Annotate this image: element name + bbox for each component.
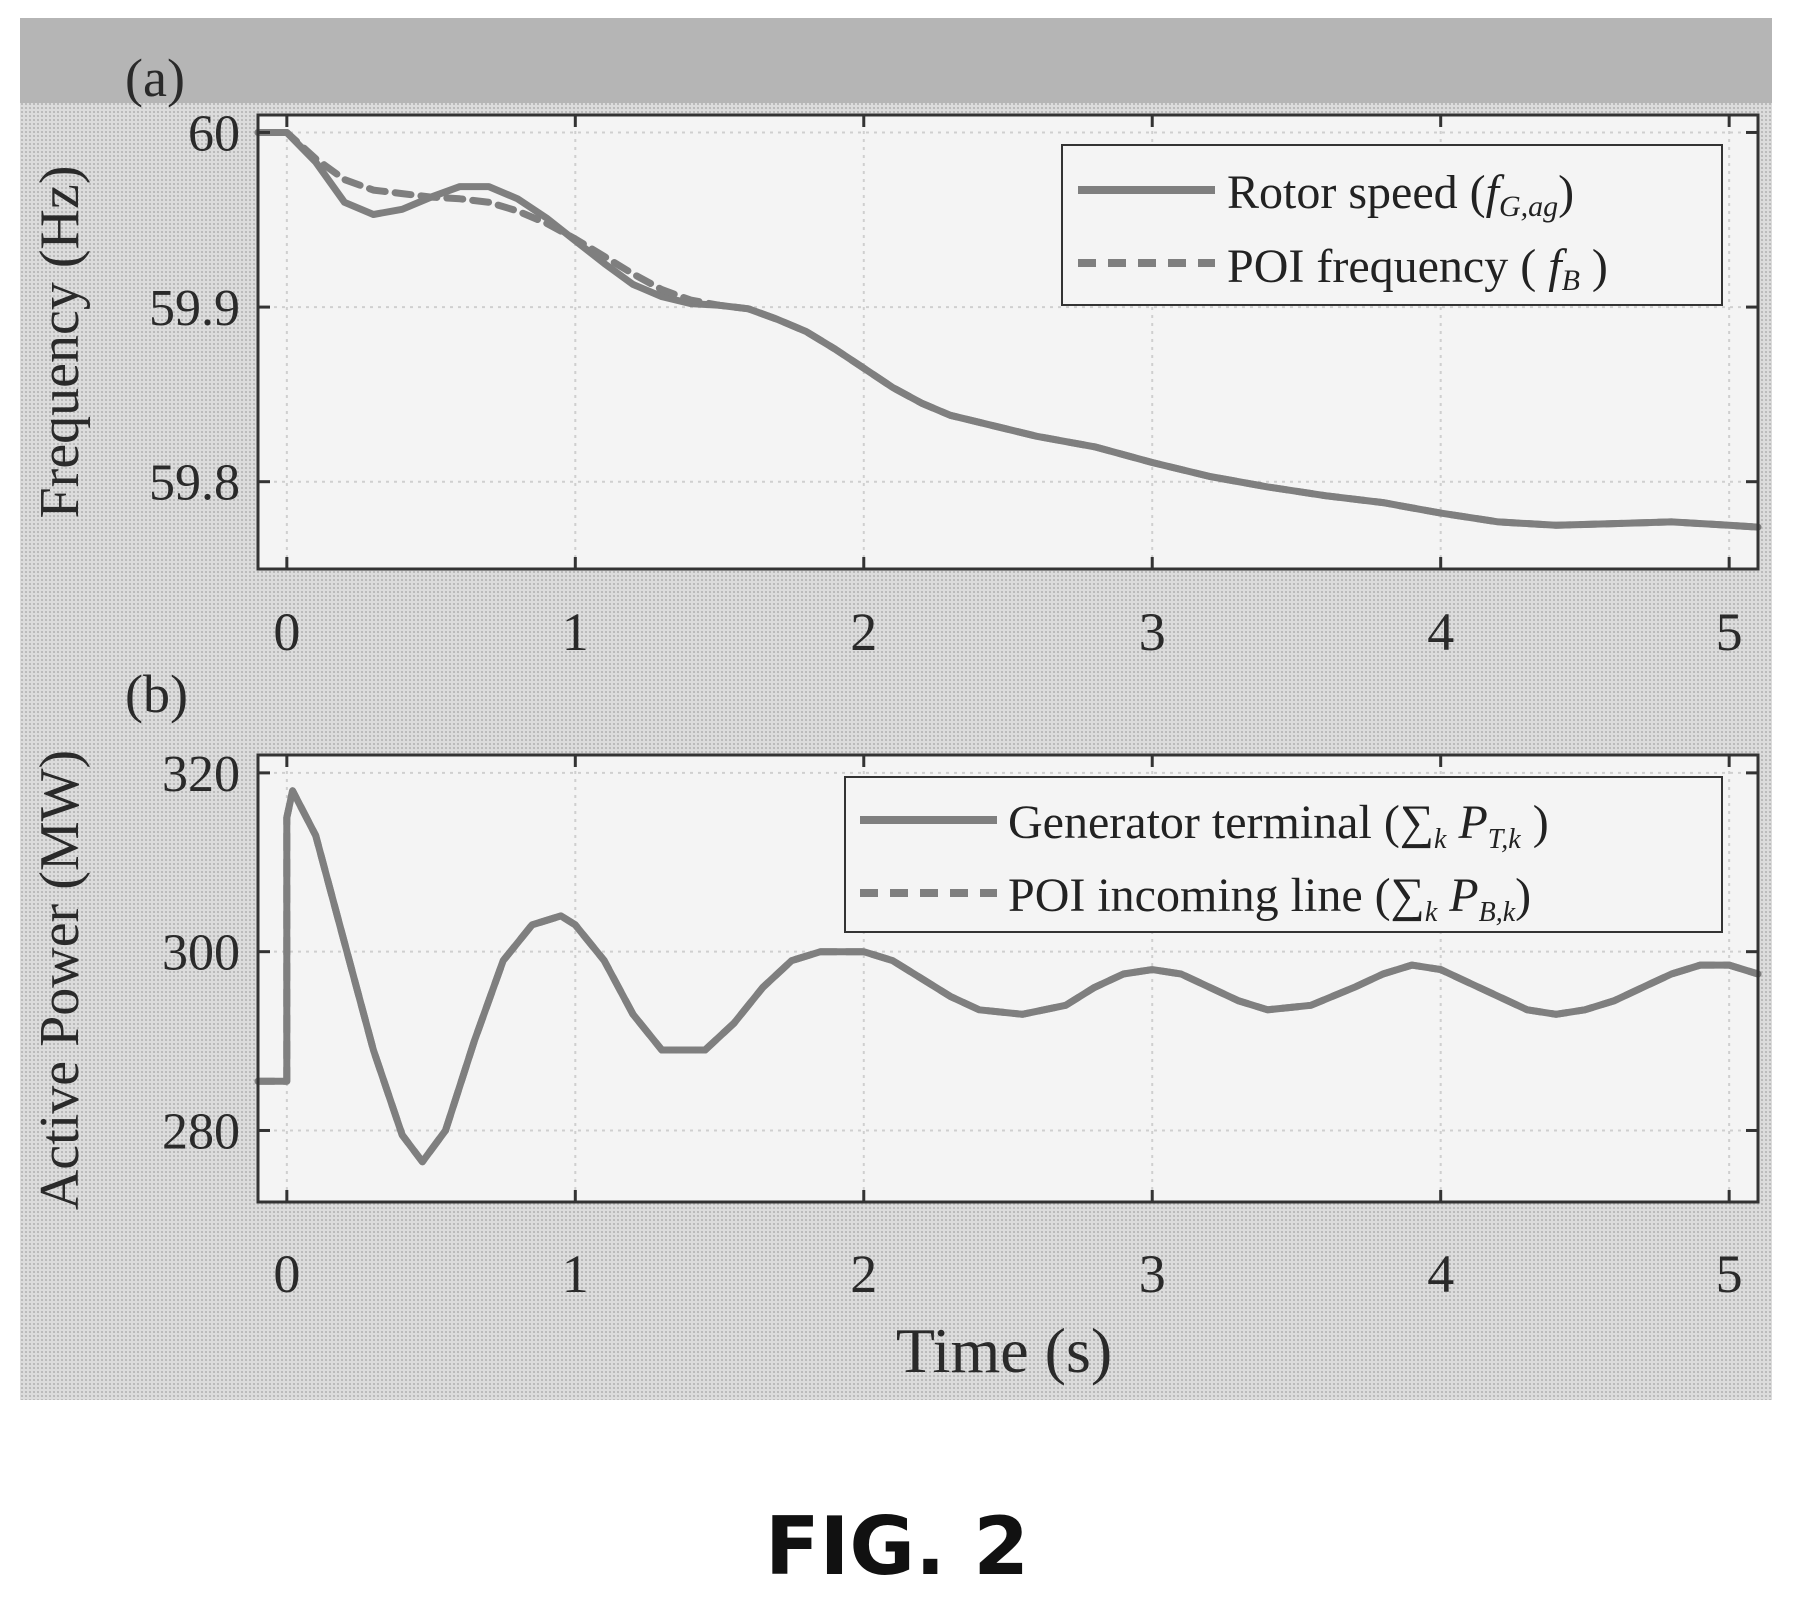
panel-a-grid [258, 115, 1758, 569]
panel-a-tag: (a) [125, 48, 185, 108]
panel-a-series [254, 129, 1762, 531]
panel-b-series [254, 787, 1762, 1166]
panel-a-x-tick-label: 0 [273, 602, 300, 662]
panel-b-x-tick-label: 3 [1139, 1244, 1166, 1304]
panel-a-x-tick-label: 5 [1716, 602, 1743, 662]
legend-entry-poi-frequency: POI frequency ( fB ) [1227, 240, 1608, 297]
panel-b-ticks: 0 1 2 3 4 5 320 300 280 [162, 746, 1758, 1304]
panel-a-x-tick-label: 3 [1139, 602, 1166, 662]
panel-a-y-tick-label: 59.9 [149, 280, 240, 337]
panel-a-x-tick-label: 1 [562, 602, 589, 662]
panel-b-x-tick-label: 4 [1427, 1244, 1454, 1304]
panel-a-frequency-chart: 0 1 2 3 4 5 60 59.9 59.8 (a) Frequency (Hz) Roto… [20, 18, 1772, 662]
panel-b-y-tick-label: 320 [162, 746, 240, 803]
panel-b-y-axis-title: Active Power (MW) [29, 750, 91, 1210]
panel-a-legend: Rotor speed (fG,ag) POI frequency ( fB ) [1061, 144, 1723, 306]
figure-caption: FIG. 2 [765, 1500, 1029, 1593]
panel-a-series-poi-frequency-line [254, 129, 1762, 531]
panel-a-x-tick-label: 2 [850, 602, 877, 662]
panel-b-x-axis-title: Time (s) [896, 1315, 1112, 1386]
panel-b-x-tick-label: 5 [1716, 1244, 1743, 1304]
panel-b-series-poi-incoming-line-line [254, 787, 1762, 1166]
panel-b-legend: Generator terminal (∑k PT,k ) POI incomi… [844, 776, 1723, 933]
panel-a-y-tick-label: 60 [188, 105, 240, 162]
legend-entry-rotor-speed: Rotor speed (fG,ag) [1227, 166, 1574, 223]
panel-a-y-axis-title: Frequency (Hz) [29, 166, 91, 519]
legend-entry-generator-terminal: Generator terminal (∑k PT,k ) [1008, 796, 1549, 855]
panel-a-ticks: 0 1 2 3 4 5 60 59.9 59.8 [149, 105, 1758, 662]
panel-b-axes-frame [256, 753, 1760, 1204]
panel-a-header-band [20, 18, 1772, 103]
panel-a-legend-box [1061, 144, 1723, 306]
panel-b-x-tick-label: 0 [273, 1244, 300, 1304]
panel-b-tag: (b) [125, 664, 188, 724]
legend-entry-poi-incoming-line: POI incoming line (∑k PB,k) [1008, 869, 1531, 928]
panel-a-axes-frame [256, 113, 1760, 571]
panel-b-active-power-chart: 0 1 2 3 4 5 320 300 280 (b) Active Power (MW) Ti… [29, 664, 1762, 1386]
panel-b-x-tick-label: 2 [850, 1244, 877, 1304]
panel-b-y-tick-label: 300 [162, 925, 240, 982]
panel-b-y-tick-label: 280 [162, 1103, 240, 1160]
panel-b-legend-box [844, 776, 1723, 933]
panel-b-x-tick-label: 1 [562, 1244, 589, 1304]
panel-a-x-tick-label: 4 [1427, 602, 1454, 662]
panel-a-y-tick-label: 59.8 [149, 455, 240, 512]
